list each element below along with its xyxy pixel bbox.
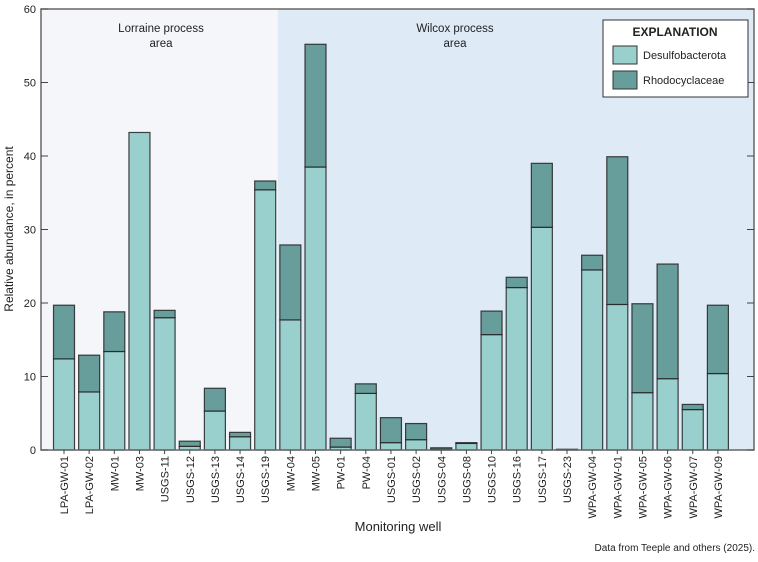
x-tick-label: PW-04 [361, 456, 373, 489]
bar-desulfobacterota-usgs-17 [530, 226, 553, 451]
region-label-lorraine: Lorraine process [118, 23, 204, 35]
bar-rhodocyclaceae-usgs-19 [254, 180, 277, 191]
bar-desulfobacterota-wpa-gw-09 [706, 372, 730, 451]
x-tick-label: MW-01 [109, 456, 121, 491]
region-label-wilcox: Wilcox process [416, 23, 494, 35]
bar-rhodocyclaceae-usgs-08 [455, 442, 478, 445]
x-tick-label: USGS-02 [411, 456, 423, 503]
region-label-wilcox-line2: area [443, 38, 467, 50]
legend-swatch-rhodocyclaceae [612, 70, 638, 90]
bar-desulfobacterota-usgs-11 [153, 317, 176, 451]
bar-desulfobacterota-usgs-08 [455, 442, 478, 451]
legend-swatch-desulfobacterota [612, 45, 638, 65]
x-tick-label: USGS-14 [235, 456, 247, 503]
x-tick-label: USGS-11 [160, 456, 172, 502]
y-tick-label: 40 [24, 151, 36, 163]
legend-label-rhodocyclaceae: Rhodocyclaceae [643, 75, 724, 87]
x-tick-label: USGS-01 [386, 456, 398, 503]
bar-desulfobacterota-lpa-gw-01 [52, 358, 76, 451]
y-tick-label: 20 [24, 298, 36, 310]
bar-desulfobacterota-wpa-gw-07 [681, 408, 704, 451]
bar-desulfobacterota-wpa-gw-04 [581, 269, 604, 451]
x-tick-label: USGS-10 [487, 456, 499, 503]
legend-title: EXPLANATION [632, 25, 717, 39]
bar-rhodocyclaceae-usgs-14 [228, 431, 252, 438]
legend-label-desulfobacterota: Desulfobacterota [643, 50, 727, 62]
bar-rhodocyclaceae-usgs-12 [178, 440, 201, 447]
x-tick-label: USGS-04 [436, 456, 448, 503]
bar-rhodocyclaceae-mw-01 [103, 311, 126, 353]
x-tick-label: USGS-13 [210, 456, 222, 503]
bar-rhodocyclaceae-wpa-gw-04 [581, 254, 604, 271]
x-tick-label: WPA-GW-06 [663, 456, 675, 519]
legend: EXPLANATION Desulfobacterota Rhodocyclac… [602, 19, 749, 98]
bar-rhodocyclaceae-lpa-gw-01 [52, 304, 76, 360]
bar-rhodocyclaceae-mw-04 [279, 244, 302, 321]
y-tick-label: 60 [24, 4, 36, 16]
bar-desulfobacterota-mw-05 [304, 166, 327, 451]
bar-rhodocyclaceae-wpa-gw-09 [706, 304, 730, 375]
y-tick-label: 0 [30, 445, 36, 457]
bar-desulfobacterota-usgs-02 [405, 439, 428, 451]
bar-desulfobacterota-usgs-14 [228, 436, 252, 451]
bar-rhodocyclaceae-pw-01 [329, 437, 352, 448]
x-tick-label: WPA-GW-05 [637, 456, 649, 519]
bar-rhodocyclaceae-pw-04 [354, 383, 377, 395]
x-tick-label: LPA-GW-02 [84, 456, 96, 514]
x-tick-label: PW-01 [336, 456, 348, 489]
bar-desulfobacterota-lpa-gw-02 [78, 391, 101, 451]
x-tick-label: USGS-17 [537, 456, 549, 503]
bar-desulfobacterota-usgs-10 [480, 334, 503, 451]
x-tick-label: MW-04 [285, 456, 297, 491]
bar-rhodocyclaceae-wpa-gw-01 [606, 156, 629, 306]
bar-rhodocyclaceae-usgs-11 [153, 309, 176, 319]
y-tick-label: 50 [24, 78, 36, 90]
bar-desulfobacterota-wpa-gw-01 [606, 303, 629, 451]
x-tick-label: WPA-GW-07 [688, 456, 700, 519]
bar-rhodocyclaceae-usgs-01 [379, 417, 403, 444]
bar-desulfobacterota-mw-03 [128, 131, 151, 451]
bar-rhodocyclaceae-wpa-gw-06 [656, 263, 679, 380]
x-tick-label: WPA-GW-01 [612, 456, 624, 519]
bar-desulfobacterota-usgs-16 [505, 286, 528, 451]
x-tick-label: WPA-GW-09 [713, 456, 725, 519]
region-label-lorraine-line2: area [149, 38, 173, 50]
x-tick-label: USGS-08 [461, 456, 473, 503]
x-tick-label: WPA-GW-04 [587, 456, 599, 519]
data-credit: Data from Teeple and others (2025). [595, 543, 755, 554]
x-tick-label: USGS-19 [260, 456, 272, 503]
bar-desulfobacterota-pw-04 [354, 392, 377, 451]
x-tick-label: USGS-23 [562, 456, 574, 503]
x-tick-label: USGS-12 [185, 456, 197, 503]
x-axis-label: Monitoring well [355, 519, 442, 534]
bar-rhodocyclaceae-usgs-16 [505, 276, 528, 289]
bar-rhodocyclaceae-usgs-17 [530, 162, 553, 228]
y-axis-label: Relative abundance, in percent [2, 146, 16, 312]
bar-rhodocyclaceae-lpa-gw-02 [78, 354, 101, 393]
bar-rhodocyclaceae-wpa-gw-05 [631, 303, 654, 394]
y-tick-label: 30 [24, 225, 36, 237]
bar-desulfobacterota-usgs-13 [203, 410, 226, 451]
bar-rhodocyclaceae-usgs-10 [480, 310, 503, 336]
bar-rhodocyclaceae-usgs-04 [430, 447, 453, 450]
bar-desulfobacterota-wpa-gw-05 [631, 392, 654, 451]
bar-rhodocyclaceae-usgs-13 [203, 387, 226, 412]
bar-desulfobacterota-mw-04 [279, 319, 302, 451]
bar-rhodocyclaceae-mw-05 [304, 43, 327, 168]
bar-rhodocyclaceae-usgs-02 [405, 422, 428, 441]
x-tick-label: MW-05 [311, 456, 323, 491]
bar-desulfobacterota-mw-01 [103, 350, 126, 451]
bar-rhodocyclaceae-wpa-gw-07 [681, 403, 704, 411]
bar-desulfobacterota-usgs-01 [379, 442, 403, 451]
x-tick-label: LPA-GW-01 [59, 456, 71, 514]
bar-desulfobacterota-usgs-19 [254, 189, 277, 451]
y-tick-label: 10 [24, 372, 36, 384]
bar-desulfobacterota-wpa-gw-06 [656, 378, 679, 451]
x-tick-label: MW-03 [134, 456, 146, 491]
x-tick-label: USGS-16 [512, 456, 524, 503]
